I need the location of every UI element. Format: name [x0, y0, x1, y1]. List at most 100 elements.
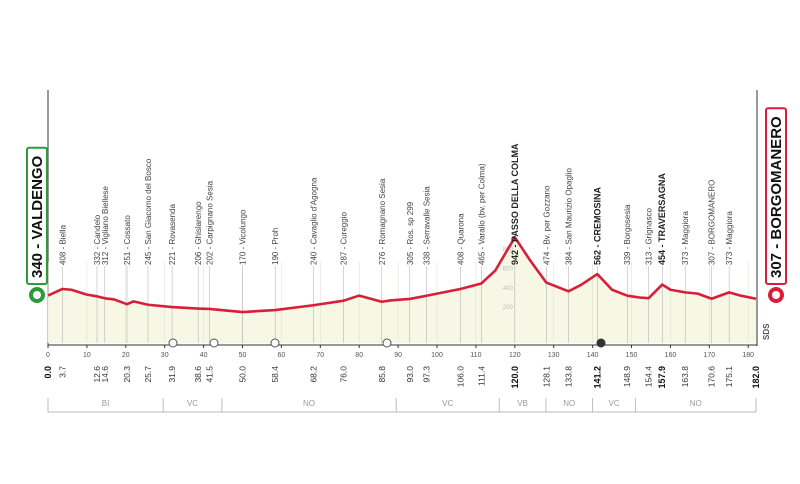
region-label: VC [608, 399, 619, 408]
icon [209, 338, 219, 348]
x-tick-label: 170 [703, 352, 715, 359]
waypoint-km: 41.5 [204, 366, 214, 383]
waypoint-km: 25.7 [143, 366, 153, 383]
waypoint-km: 76.0 [339, 366, 349, 383]
x-tick-label: 50 [239, 352, 247, 359]
x-tick-label: 130 [548, 352, 560, 359]
endpoint-box [765, 107, 787, 285]
waypoint-label: 170 - Vicolungo [239, 209, 248, 265]
x-tick-label: 40 [200, 352, 208, 359]
endpoint-icon-inner [33, 291, 41, 299]
waypoint-label: 408 - Biella [58, 224, 67, 265]
waypoint-label: 339 - Borgosesia [623, 204, 632, 265]
waypoint-km: 12.6 [92, 366, 102, 383]
waypoint-km: 163.8 [680, 366, 690, 388]
waypoint-km: 170.6 [707, 366, 717, 388]
waypoint-km: 38.6 [193, 366, 203, 383]
endpoint-marker: 340 - VALDENGO [26, 146, 48, 303]
waypoint-km: 106.0 [455, 366, 465, 388]
x-tick-label: 80 [355, 352, 363, 359]
x-tick-label: 140 [587, 352, 599, 359]
waypoint-label: 206 - Ghislarengo [194, 201, 203, 265]
waypoint-label: 942 - PASSO DELLA COLMA [510, 143, 520, 265]
y-tick-label: 200 [503, 305, 514, 311]
waypoint-label: 251 - Cossato [123, 215, 132, 265]
x-tick-label: 160 [665, 352, 677, 359]
waypoint-km: 85.8 [377, 366, 387, 383]
waypoint-label: 408 - Quarona [456, 213, 465, 265]
waypoint-km: 111.4 [476, 366, 486, 386]
waypoint-label: 307 - BORGOMANERO [708, 180, 717, 265]
waypoint-km: 133.8 [563, 366, 573, 388]
waypoint-label: 287 - Cureggio [340, 212, 349, 265]
x-tick-label: 70 [316, 352, 324, 359]
waypoint-label: 384 - San Maurizio Opaglio [564, 168, 573, 265]
endpoint-box [26, 146, 48, 285]
y-tick-label: 600 [503, 266, 514, 272]
x-tick-label: 60 [278, 352, 286, 359]
icon [270, 338, 280, 348]
waypoint-km: 141.2 [592, 366, 602, 389]
waypoint-km: 175.1 [724, 366, 734, 388]
waypoint-km: 182.0 [751, 366, 761, 389]
waypoint-km: 3.7 [57, 366, 67, 378]
region-label: NO [690, 399, 702, 408]
waypoint-label: 202 - Carpignano Sesia [205, 180, 214, 265]
region-label: NO [563, 399, 575, 408]
waypoint-km: 31.9 [167, 366, 177, 383]
waypoint-label: 332 - Candelo [93, 214, 102, 265]
waypoint-km: 128.1 [541, 366, 551, 388]
endpoint-label: 307 - BORGOMANERO [768, 116, 785, 278]
x-tick-label: 120 [509, 352, 521, 359]
waypoint-label: 276 - Romagnano Sesia [378, 178, 387, 265]
waypoint-label: 245 - San Giacomo del Bosco [144, 158, 153, 265]
profile-line [47, 235, 757, 314]
waypoint-km: 148.9 [622, 366, 632, 388]
icon [382, 338, 392, 348]
waypoint-label: 373 - Maggiora [681, 211, 690, 265]
waypoint-label: 454 - TRAVERSAGNA [657, 173, 667, 265]
x-tick-label: 20 [122, 352, 130, 359]
waypoint-label: 240 - Cavaglio d'Agogna [309, 177, 318, 265]
waypoint-km: 68.2 [308, 366, 318, 383]
y-tick-label: 400 [503, 286, 514, 292]
region-label: VC [187, 399, 198, 408]
waypoint-label: 221 - Rovasenda [168, 204, 177, 265]
waypoint-label: 465 - Varallo (bv. per Colma) [477, 163, 486, 265]
x-tick-label: 180 [742, 352, 754, 359]
waypoint-km: 20.3 [122, 366, 132, 383]
route-icons [168, 338, 606, 348]
waypoint-km: 58.4 [270, 366, 280, 383]
x-tick-label: 90 [394, 352, 402, 359]
waypoint-km: 154.4 [644, 366, 654, 388]
waypoint-km: 50.0 [238, 366, 248, 383]
waypoint-km: 93.0 [405, 366, 415, 383]
waypoint-km: 97.3 [422, 366, 432, 383]
endpoint-label: 340 - VALDENGO [29, 155, 46, 278]
x-tick-label: 100 [431, 352, 443, 359]
waypoint-label: 562 - CREMOSINA [592, 186, 602, 265]
icon [596, 338, 606, 348]
x-tick-label: 150 [626, 352, 638, 359]
waypoint-label: 338 - Serravalle Sesia [423, 186, 432, 265]
endpoint-marker: 307 - BORGOMANERO [765, 107, 787, 303]
region-label: VB [517, 399, 528, 408]
waypoint-label: 190 - Proh [271, 228, 280, 265]
waypoint-km: 120.0 [510, 366, 520, 389]
x-tick-label: 30 [161, 352, 169, 359]
waypoint-label: 312 - Vigliano Biellese [101, 185, 110, 265]
region-label: BI [102, 399, 110, 408]
waypoint-label: 305 - Ros. sp 299 [406, 201, 415, 265]
profile-fill [48, 237, 756, 343]
x-tick-label: 110 [470, 352, 481, 359]
region-label: VC [442, 399, 453, 408]
waypoint-label: 373 - Maggiora [725, 211, 734, 265]
waypoint-km: 0.0 [43, 366, 53, 379]
icon [168, 338, 178, 348]
x-tick-label: 0 [46, 352, 50, 359]
waypoint-km: 14.6 [100, 366, 110, 383]
endpoint-icon-inner [772, 291, 780, 299]
logo: SDS [762, 323, 771, 340]
waypoint-km: 157.9 [657, 366, 667, 389]
